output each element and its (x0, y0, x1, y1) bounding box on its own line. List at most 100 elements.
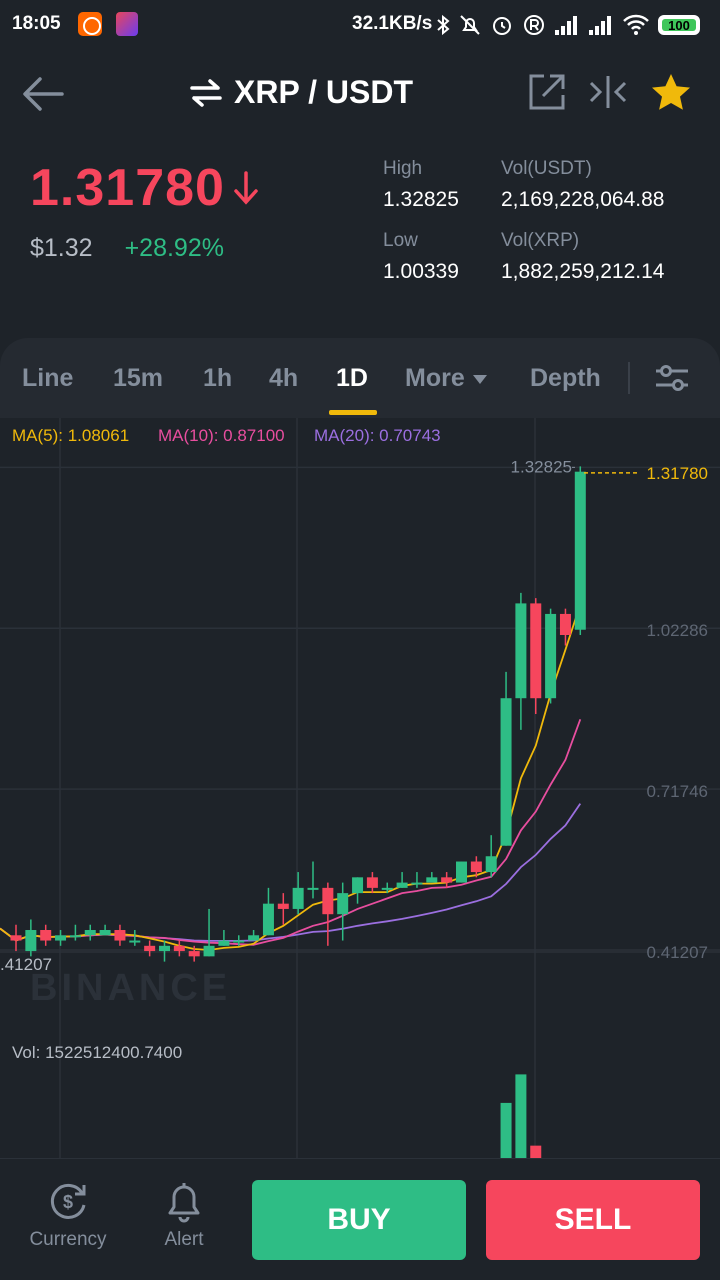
compare-icon[interactable] (588, 74, 628, 110)
price-subline: $1.32 +28.92% (30, 234, 259, 263)
candles (10, 466, 586, 962)
volume-bar-1 (515, 1074, 527, 1158)
last-price-value: 1.31780 (30, 159, 225, 217)
y-axis-label-1: 1.02286 (647, 621, 708, 640)
ma20-legend: MA(20): 0.70743 (314, 426, 441, 445)
candlestick-chart[interactable]: BINANCE 1.02286 0.71746 0.41207 1.32825 1.31… (0, 418, 720, 1158)
candle-body-23 (352, 877, 364, 894)
candle-body-25 (381, 887, 393, 890)
candle-body-13 (203, 945, 215, 957)
currency-exchange-icon: $ (50, 1183, 86, 1219)
stat-vol-usdt-label: Vol(USDT) (501, 158, 592, 179)
battery-icon: 100 (658, 15, 700, 35)
candle-body-18 (277, 903, 289, 909)
candle-body-11 (173, 945, 185, 952)
candle-body-0 (10, 935, 22, 941)
ma5-path (0, 604, 582, 951)
status-icons: 100 (436, 10, 700, 40)
candle-body-30 (456, 861, 467, 883)
chart-area[interactable]: BINANCE 1.02286 0.71746 0.41207 1.32825 1.31… (0, 418, 720, 1158)
volume-bars (500, 1074, 542, 1158)
alert-button[interactable]: Alert (152, 1179, 216, 1251)
stat-high: High 1.32825 (383, 158, 501, 212)
tab-15m[interactable]: 15m (113, 364, 164, 392)
chevron-down-icon (472, 374, 487, 384)
candle-body-10 (159, 945, 170, 952)
sell-button[interactable]: SELL (486, 1180, 700, 1260)
stat-high-label: High (383, 158, 423, 179)
mi-app-icon (78, 12, 102, 36)
candle-body-14 (218, 940, 230, 946)
svg-text:$: $ (63, 1192, 73, 1212)
candle-body-3 (55, 935, 67, 941)
puzzle-app-icon (116, 12, 138, 36)
candle-body-17 (262, 903, 274, 936)
tab-divider (628, 362, 630, 394)
favorite-star-icon[interactable] (650, 72, 692, 112)
ma10-path (0, 718, 582, 946)
bluetooth-icon (437, 14, 450, 36)
candle-body-4 (69, 935, 81, 938)
currency-label: Currency (29, 1229, 107, 1250)
candle-body-12 (188, 951, 200, 957)
candle-body-1 (25, 930, 37, 952)
candle-body-29 (441, 877, 453, 883)
stat-vol-usdt: Vol(USDT) 2,169,228,064.88 (501, 158, 701, 212)
status-bar: 18:05 32.1KB/s 100 (0, 0, 720, 50)
chart-low-label: .41207 (0, 955, 52, 974)
candle-body-35 (530, 603, 542, 699)
last-price: 1.31780 (30, 158, 259, 218)
mute-icon (460, 15, 480, 35)
candle-body-21 (322, 887, 334, 915)
bell-icon (168, 1183, 200, 1223)
stat-high-value: 1.32825 (383, 188, 459, 211)
pair-selector[interactable]: XRP / USDT (190, 74, 413, 111)
swap-icon (190, 78, 222, 107)
tab-4h[interactable]: 4h (269, 364, 299, 392)
volume-bar-0 (500, 1102, 512, 1158)
candle-body-5 (84, 930, 96, 936)
candle-body-28 (426, 877, 438, 883)
volume-bar-2 (530, 1145, 542, 1158)
currency-button[interactable]: $ Currency (28, 1179, 108, 1251)
share-icon[interactable] (528, 73, 566, 111)
candle-body-2 (40, 930, 52, 941)
volume-label: Vol: 1522512400.7400 (12, 1043, 182, 1062)
chart-high-label: 1.32825 (511, 457, 572, 476)
candle-body-8 (129, 940, 141, 943)
stat-vol-usdt-value: 2,169,228,064.88 (501, 188, 665, 211)
ma10-line (0, 718, 582, 946)
tab-1h[interactable]: 1h (203, 364, 233, 392)
alert-label: Alert (164, 1229, 204, 1250)
candle-body-26 (396, 882, 408, 888)
registered-icon (524, 15, 544, 35)
candle-body-7 (114, 930, 126, 941)
alarm-icon (493, 17, 511, 35)
status-time: 18:05 (12, 13, 61, 34)
network-speed: 32.1KB/s (352, 13, 433, 34)
usd-price: $1.32 (30, 234, 93, 262)
axis-labels: 1.02286 0.71746 0.41207 1.32825 1.31780 .4120… (0, 457, 708, 1062)
candle-body-9 (144, 945, 156, 952)
candle-body-16 (248, 935, 260, 941)
tab-depth[interactable]: Depth (530, 364, 601, 392)
buy-button[interactable]: BUY (252, 1180, 466, 1260)
tab-1d[interactable]: 1D (336, 364, 368, 392)
stat-vol-xrp-value: 1,882,259,212.14 (501, 260, 665, 283)
signal-icon-2 (589, 16, 611, 35)
tab-line[interactable]: Line (22, 364, 74, 392)
chart-settings-icon[interactable] (654, 363, 690, 393)
stat-vol-xrp-label: Vol(XRP) (501, 230, 580, 251)
battery-level: 100 (662, 19, 696, 33)
back-arrow-icon[interactable] (22, 76, 64, 112)
interval-tabs: Line 15m 1h 4h 1D More Depth (0, 338, 720, 418)
y-axis-label-3: 0.41207 (647, 943, 708, 962)
tab-more[interactable]: More (405, 364, 487, 393)
ma10-legend: MA(10): 0.87100 (158, 426, 285, 445)
chart-watermark: BINANCE (30, 967, 231, 1009)
ma5-legend: MA(5): 1.08061 (12, 426, 130, 445)
stat-vol-xrp: Vol(XRP) 1,882,259,212.14 (501, 230, 701, 284)
price-change-percent: +28.92% (124, 234, 224, 262)
ticker-stats: High 1.32825 Vol(USDT) 2,169,228,064.88 Lo… (383, 158, 701, 284)
candle-body-32 (485, 856, 497, 873)
